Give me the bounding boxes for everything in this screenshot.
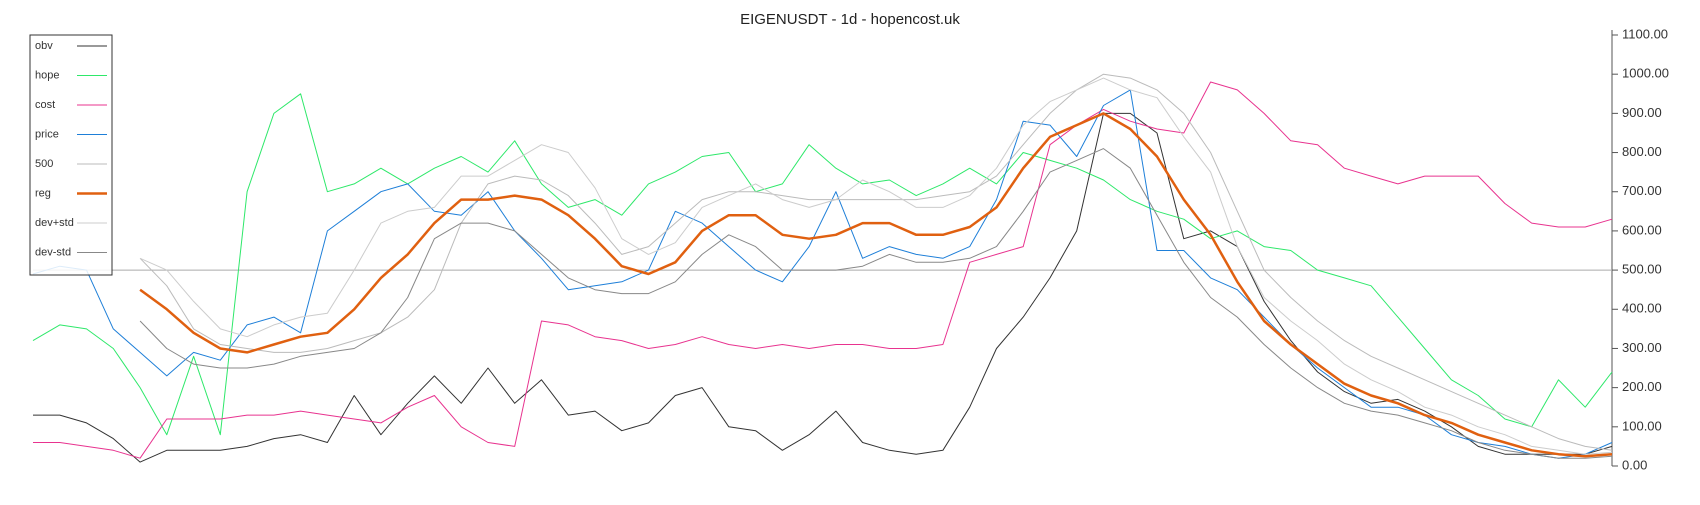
y-tick-label: 0.00 — [1622, 457, 1647, 472]
y-tick-label: 900.00 — [1622, 105, 1662, 120]
legend-label: hope — [35, 69, 59, 81]
legend: obv hope cost price 500 reg dev+std dev-std — [29, 34, 113, 276]
chart-title: EIGENUSDT - 1d - hopencost.uk — [740, 11, 960, 28]
legend-label: dev+std — [35, 217, 74, 229]
series-line — [33, 112, 1613, 463]
series-line — [32, 89, 1613, 459]
y-tick-label: 300.00 — [1622, 340, 1662, 355]
legend-label: reg — [35, 187, 51, 199]
y-tick-label: 800.00 — [1622, 144, 1662, 159]
series-line — [33, 81, 1613, 459]
y-tick-label: 1100.00 — [1622, 26, 1668, 41]
legend-label: 500 — [35, 158, 53, 170]
series-line — [139, 112, 1613, 458]
series-line — [32, 93, 1613, 436]
y-tick-label: 400.00 — [1622, 301, 1662, 316]
legend-label: cost — [35, 99, 55, 111]
y-tick-label: 600.00 — [1622, 222, 1662, 237]
legend-label: obv — [35, 40, 53, 52]
series-line — [139, 148, 1613, 459]
legend-label: price — [35, 128, 59, 140]
series-line — [139, 77, 1613, 455]
y-tick-label: 700.00 — [1622, 183, 1662, 198]
y-tick-label: 500.00 — [1622, 262, 1662, 277]
legend-label: dev-std — [35, 246, 71, 258]
y-tick-label: 200.00 — [1622, 379, 1662, 394]
series-line — [139, 73, 1613, 451]
y-tick-label: 100.00 — [1622, 418, 1662, 433]
y-tick-label: 1000.00 — [1622, 66, 1669, 81]
